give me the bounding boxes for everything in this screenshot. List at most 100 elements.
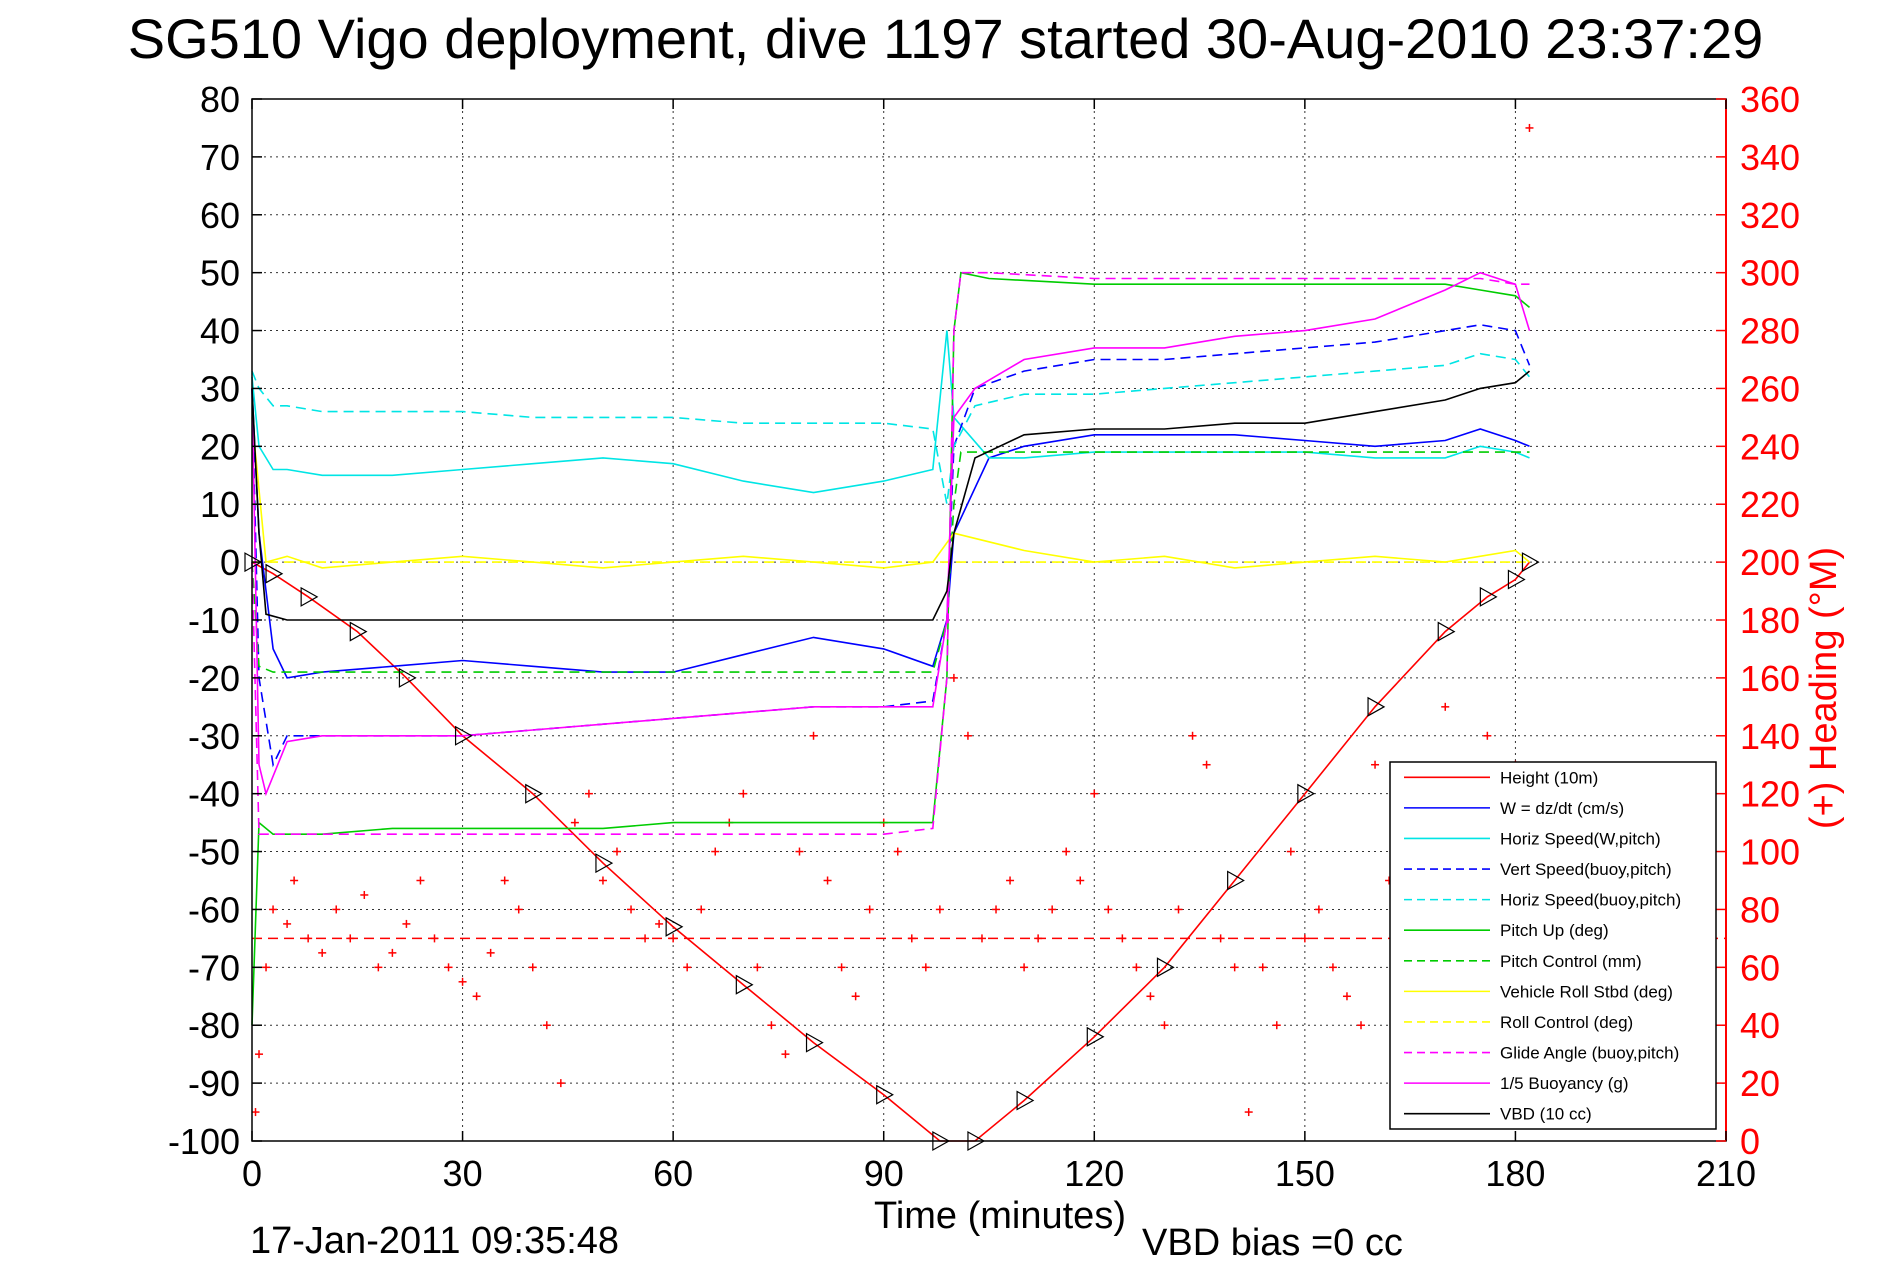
heading-point: [262, 963, 271, 972]
y-tick-label: 0: [220, 542, 240, 583]
y-tick-label: 20: [200, 426, 240, 467]
height-marker: [244, 552, 263, 573]
y2-tick-label: 140: [1740, 716, 1800, 757]
heading-point: [528, 963, 537, 972]
legend-entry: Height (10m): [1500, 768, 1598, 787]
heading-point: [795, 847, 804, 856]
height-marker: [1156, 957, 1175, 978]
vbd-bias: VBD bias =0 cc: [1142, 1222, 1403, 1264]
x-tick-label: 150: [1275, 1153, 1335, 1194]
heading-point: [1314, 905, 1323, 914]
heading-point: [1441, 702, 1450, 711]
heading-point: [697, 905, 706, 914]
heading-point: [269, 905, 278, 914]
series-line-10: [251, 271, 1531, 797]
heading-point: [893, 847, 902, 856]
heading-point: [360, 890, 369, 899]
heading-point: [318, 948, 327, 957]
y2-tick-label: 260: [1740, 368, 1800, 409]
y-tick-label: -10: [188, 600, 240, 641]
height-marker: [300, 586, 319, 607]
x-tick-label: 30: [443, 1153, 483, 1194]
legend-entry: Glide Angle (buoy,pitch): [1500, 1044, 1679, 1063]
heading-point: [641, 934, 650, 943]
height-marker: [349, 621, 368, 642]
y-tick-label: 70: [200, 137, 240, 178]
y-tick-label: -100: [168, 1121, 240, 1162]
y2-tick-label: 220: [1740, 484, 1800, 525]
height-marker: [1521, 552, 1540, 573]
legend-entry: Horiz Speed(buoy,pitch): [1500, 891, 1681, 910]
y-tick-label: 50: [200, 253, 240, 294]
y2-tick-label: 320: [1740, 195, 1800, 236]
y-tick-label: 10: [200, 484, 240, 525]
heading-point: [346, 934, 355, 943]
axes: [251, 98, 1727, 1142]
y-tick-label: -80: [188, 1005, 240, 1046]
y-tick-label: -50: [188, 832, 240, 873]
series-lines: [244, 271, 1540, 1152]
heading-point: [1286, 847, 1295, 856]
y-tick-label: -40: [188, 774, 240, 815]
heading-point: [584, 789, 593, 798]
heading-point: [444, 963, 453, 972]
height-marker: [595, 853, 614, 874]
heading-point: [669, 934, 678, 943]
heading-point: [655, 919, 664, 928]
heading-point: [1104, 905, 1113, 914]
heading-point: [290, 876, 299, 885]
heading-point: [1371, 760, 1380, 769]
series-line-1: [251, 388, 1530, 679]
heading-point: [458, 977, 467, 986]
x-tick-label: 0: [242, 1153, 262, 1194]
x-tick-label: 180: [1485, 1153, 1545, 1194]
heading-point: [374, 963, 383, 972]
y-tick-label: -20: [188, 658, 240, 699]
height-marker: [265, 563, 284, 584]
height-marker: [398, 667, 417, 688]
render-timestamp: 17-Jan-2011 09:35:48: [250, 1220, 620, 1262]
heading-point: [711, 847, 720, 856]
legend-entry: Pitch Up (deg): [1500, 921, 1609, 940]
heading-point: [963, 731, 972, 740]
heading-point: [977, 934, 986, 943]
y2-tick-label: 180: [1740, 600, 1800, 641]
x-tick-label: 60: [653, 1153, 693, 1194]
heading-point: [921, 963, 930, 972]
y2-axis-label: (+) Heading (°M): [1803, 547, 1845, 829]
heading-point: [1048, 905, 1057, 914]
y-tick-label: 80: [200, 79, 240, 120]
series-line-5: [251, 271, 1531, 1026]
y2-tick-label: 100: [1740, 832, 1800, 873]
heading-point: [500, 876, 509, 885]
heading-point: [402, 919, 411, 928]
heading-point: [304, 934, 313, 943]
heading-point: [935, 905, 944, 914]
y-tick-label: -60: [188, 889, 240, 930]
height-marker: [665, 916, 684, 937]
heading-point: [1174, 905, 1183, 914]
series-line-4: [251, 352, 1531, 505]
heading-point: [542, 1021, 551, 1030]
height-marker: [454, 725, 473, 746]
heading-point: [627, 905, 636, 914]
heading-point: [992, 905, 1001, 914]
heading-point: [1076, 876, 1085, 885]
heading-point: [472, 992, 481, 1001]
height-marker: [735, 974, 754, 995]
heading-point: [837, 963, 846, 972]
series-line-2: [251, 330, 1530, 494]
y2-tick-label: 0: [1740, 1121, 1760, 1162]
legend: Height (10m) W = dz/dt (cm/s) Horiz Speed(…: [1389, 761, 1717, 1130]
heading-point: [781, 1050, 790, 1059]
y2-tick-label: 200: [1740, 542, 1800, 583]
height-marker: [1016, 1090, 1035, 1111]
heading-point: [767, 1021, 776, 1030]
heading-point: [388, 948, 397, 957]
height-marker: [1437, 621, 1456, 642]
heading-point: [514, 905, 523, 914]
heading-point: [739, 789, 748, 798]
height-marker: [805, 1032, 824, 1053]
heading-point: [907, 934, 916, 943]
y-tick-label: -30: [188, 716, 240, 757]
